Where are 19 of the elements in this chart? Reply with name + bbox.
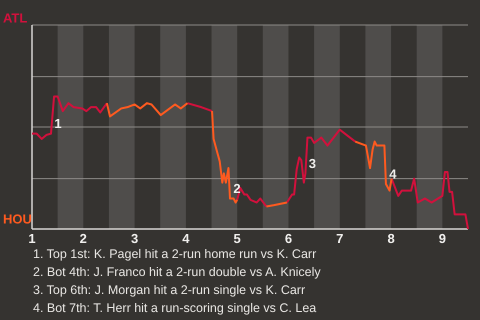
annotation: 1 [54,116,62,132]
x-tick-label: 5 [234,231,241,246]
text: 2. Bot 4th: J. Franco hit a 2-run double vs A. Knicely [33,265,322,279]
x-tick-label: 4 [182,231,190,246]
text: ATL [3,10,28,26]
text: 1. Top 1st: K. Pagel hit a 2-run home run vs K. Carr [33,247,316,261]
x-tick-label: 8 [387,231,395,246]
text: 4. Bot 7th: T. Herr hit a run-scoring single vs C. Lea [33,301,316,315]
annotation: 2 [233,180,241,196]
x-tick-label: 9 [438,231,446,246]
x-tick-label: 3 [130,231,138,246]
x-tick-label: 6 [284,231,292,246]
text: HOU [3,211,32,226]
annotation: 3 [308,156,316,171]
annotation: 4 [389,166,398,182]
text: 3. Top 6th: J. Morgan hit a 2-run single vs K. Carr [33,283,306,297]
x-tick-label: 2 [80,231,87,246]
x-tick-label: 7 [336,231,344,246]
x-tick-label: 1 [28,231,36,246]
